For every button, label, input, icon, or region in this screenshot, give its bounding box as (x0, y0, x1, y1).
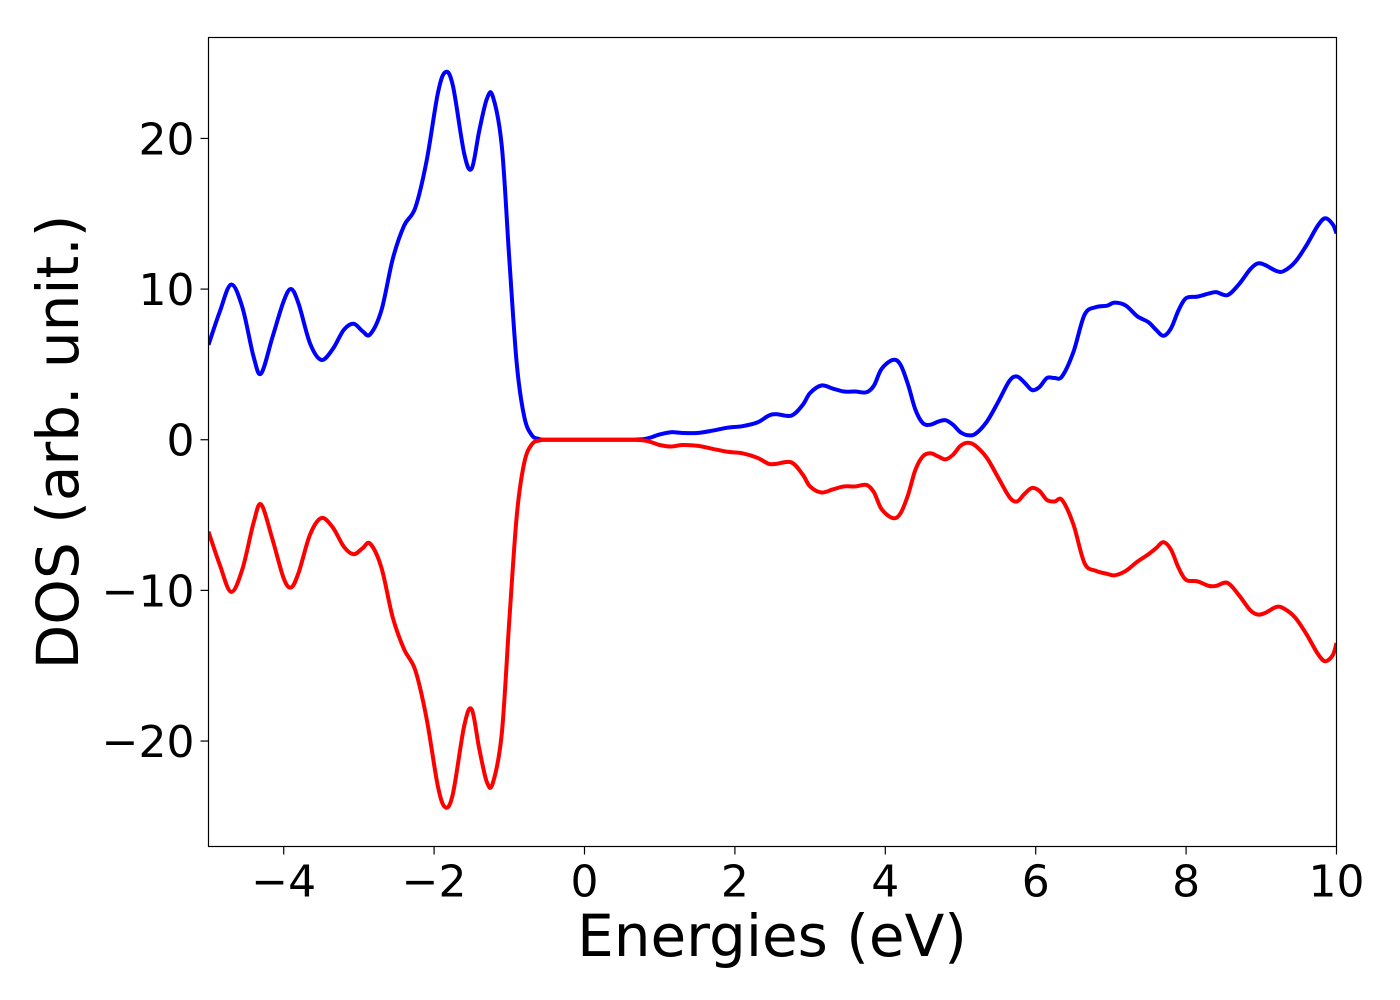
y-tick-label: 0 (167, 416, 195, 467)
y-tick-label: 20 (139, 114, 195, 165)
y-axis-title: DOS (arb. unit.) (24, 215, 92, 670)
x-axis-title: Energies (eV) (577, 902, 967, 970)
x-tick-label: −4 (251, 857, 316, 908)
y-tick-label: 10 (139, 265, 195, 316)
y-tick-label: −10 (102, 566, 195, 617)
y-tick-label: −20 (102, 717, 195, 768)
dos-line-red (208, 437, 1337, 810)
x-tick-label: 2 (721, 857, 749, 908)
y-axis: −20 −10 0 10 20 (102, 114, 209, 768)
x-tick-label: −2 (402, 857, 467, 908)
x-tick-label: 10 (1309, 857, 1365, 908)
x-tick-label: 6 (1022, 857, 1050, 908)
x-axis: −4 −2 0 2 4 6 8 10 (251, 846, 1365, 908)
x-tick-label: 4 (871, 857, 899, 908)
dos-line-blue (208, 69, 1337, 442)
x-tick-label: 8 (1172, 857, 1200, 908)
plot-frame (207, 36, 1338, 848)
x-tick-label: 0 (571, 857, 599, 908)
plot-area (208, 69, 1337, 810)
